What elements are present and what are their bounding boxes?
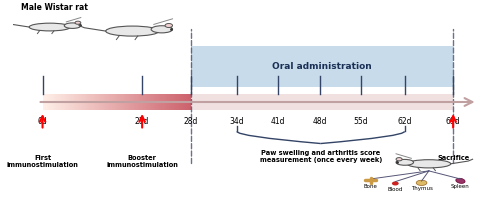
Ellipse shape (416, 180, 427, 185)
Text: 69d: 69d (446, 117, 460, 126)
Text: Booster
immunostimulation: Booster immunostimulation (106, 155, 178, 168)
Ellipse shape (396, 158, 402, 161)
Ellipse shape (106, 26, 159, 36)
Ellipse shape (64, 23, 81, 28)
Text: Thymus: Thymus (410, 186, 432, 191)
Text: 48d: 48d (312, 117, 327, 126)
Text: Blood: Blood (388, 187, 403, 192)
Ellipse shape (407, 160, 451, 168)
Text: 28d: 28d (184, 117, 198, 126)
Text: Spleen: Spleen (451, 184, 470, 189)
Text: Oral administration: Oral administration (272, 62, 372, 71)
Ellipse shape (392, 181, 398, 185)
Text: 41d: 41d (271, 117, 285, 126)
Text: Bone: Bone (364, 184, 378, 189)
Ellipse shape (456, 178, 465, 183)
Text: Male Wistar rat: Male Wistar rat (21, 3, 88, 12)
Text: Sacrifice: Sacrifice (437, 155, 470, 161)
Text: 0d: 0d (38, 117, 48, 126)
Ellipse shape (151, 26, 172, 33)
Text: Paw swelling and arthritis score
measurement (once every week): Paw swelling and arthritis score measure… (260, 150, 382, 163)
Ellipse shape (396, 159, 413, 165)
Text: First
immunostimulation: First immunostimulation (6, 155, 78, 168)
Text: 21d: 21d (135, 117, 150, 126)
Text: 55d: 55d (354, 117, 368, 126)
Bar (190, 94, 453, 110)
Bar (190, 46, 453, 87)
Text: 62d: 62d (398, 117, 412, 126)
Text: 34d: 34d (230, 117, 244, 126)
Ellipse shape (29, 23, 70, 31)
Ellipse shape (165, 23, 172, 28)
Ellipse shape (75, 21, 81, 24)
